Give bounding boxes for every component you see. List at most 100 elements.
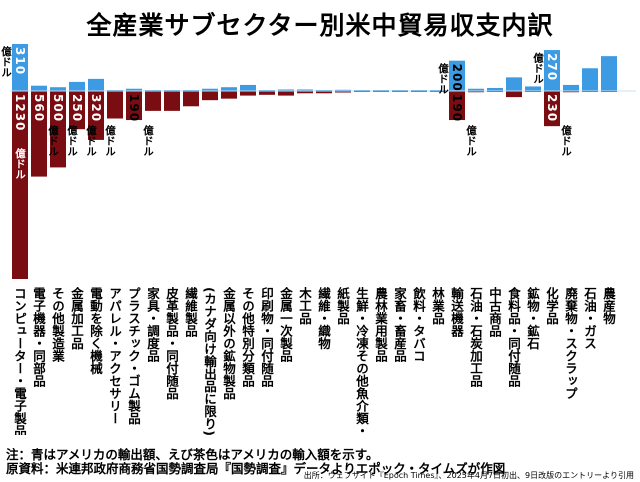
export-bar xyxy=(69,81,85,91)
category-label: その他製造業 xyxy=(50,287,65,362)
category-label: 鉱物・鉱石 xyxy=(525,287,540,350)
category-label: 家畜・畜産品 xyxy=(392,287,407,362)
category-label: 印刷物・同付随品 xyxy=(259,287,274,387)
import-bar xyxy=(88,91,104,140)
export-bar xyxy=(88,78,104,91)
export-bar xyxy=(221,87,237,91)
category-label: 食料品・同付随品 xyxy=(506,287,521,387)
import-bar xyxy=(107,91,123,119)
import-bar xyxy=(31,91,47,177)
data-label-value: 270 xyxy=(545,53,559,81)
export-bar xyxy=(202,88,218,91)
data-label-unit: 億ドル xyxy=(66,124,78,156)
category-label: 紙製品 xyxy=(335,287,350,325)
import-bar xyxy=(69,91,85,130)
credit-line: 出所：ウェブサイト『Epoch Times』、2025年4月7日初出、9日改版の… xyxy=(303,471,634,480)
data-label-unit: 億ドル xyxy=(104,124,116,156)
data-label-value: 250 xyxy=(70,94,84,122)
import-bar xyxy=(506,91,522,98)
import-bar xyxy=(12,91,28,279)
category-label: 家具・調度品 xyxy=(145,287,160,362)
category-label: 中古商品 xyxy=(487,287,502,337)
import-bar xyxy=(468,91,484,93)
data-label-unit: 億ドル xyxy=(142,124,154,156)
chart-note: 注：青はアメリカの輸出額、えび茶色はアメリカの輸入額を示す。 xyxy=(6,447,379,462)
category-label: 金属一次製品 xyxy=(278,287,293,362)
category-label: プラスチック・ゴム製品 xyxy=(126,287,141,425)
import-bar xyxy=(563,91,579,93)
data-label-unit: 億ドル xyxy=(437,62,449,94)
export-bar xyxy=(240,84,256,91)
import-bar xyxy=(202,91,218,101)
export-bar xyxy=(50,87,66,91)
data-label-unit: 億ドル xyxy=(47,124,59,156)
category-label: コンピューター・電子製品 xyxy=(12,287,27,435)
category-label: アパレル・アクセサリー xyxy=(107,287,122,425)
category-label: 廃棄物・スクラップ xyxy=(563,287,578,400)
import-bar xyxy=(297,91,313,94)
import-bar xyxy=(183,91,199,107)
import-bar xyxy=(221,91,237,99)
export-bar xyxy=(335,89,351,91)
category-label: 木工品 xyxy=(297,287,312,325)
data-label-unit: 億ドル xyxy=(0,45,12,77)
export-bar xyxy=(525,86,541,91)
export-bar xyxy=(506,77,522,91)
export-bar xyxy=(126,88,142,91)
category-label: 電子機器・同部品 xyxy=(31,287,46,387)
category-label: 生鮮・冷凍その他魚介類・海産物 xyxy=(354,287,369,435)
export-bar xyxy=(297,89,313,91)
source-line: 原資料：米連邦政府商務省国勢調査局『国勢調査』データよりエポック・タイムズが作図 xyxy=(6,461,506,476)
import-bar xyxy=(449,91,465,121)
category-label: 繊維・織物 xyxy=(316,287,331,350)
export-bar xyxy=(582,68,598,91)
category-label: 石油・ガス xyxy=(582,287,597,350)
data-label-value: 200 xyxy=(450,64,464,92)
category-label: 金属加工品 xyxy=(69,287,84,350)
import-bar xyxy=(316,91,332,94)
category-label: 金属以外の鉱物製品 xyxy=(221,287,236,400)
category-label: 化学品 xyxy=(544,287,559,325)
data-label-unit: 億ドル xyxy=(85,124,97,156)
category-label: 繊維製品 xyxy=(183,287,198,337)
export-bar xyxy=(544,50,560,91)
category-label: (カナダ向け輸出品に限り) 返品 xyxy=(202,287,217,435)
category-label: 石油・石炭加工品 xyxy=(468,287,483,387)
category-label: 農産物 xyxy=(601,287,616,325)
category-label: 電動を除く機械 xyxy=(88,287,103,375)
import-bar xyxy=(50,91,66,168)
data-label-value: 190 xyxy=(127,94,141,122)
import-bar xyxy=(240,91,256,96)
export-bar xyxy=(468,88,484,91)
import-bar xyxy=(335,91,351,93)
data-label-unit: 億ドル xyxy=(465,124,477,156)
import-bar xyxy=(126,91,142,121)
export-bar xyxy=(487,87,503,91)
data-label-value: 320 xyxy=(89,94,103,122)
export-bar xyxy=(278,89,294,91)
category-label: 農林業用製品 xyxy=(373,287,388,362)
data-label-value: 310 xyxy=(13,47,27,75)
data-label-value: 1230 xyxy=(13,94,27,131)
category-label: 飲料・タバコ xyxy=(411,287,426,362)
export-bar xyxy=(449,60,465,91)
category-label: 林業品 xyxy=(430,287,445,325)
import-bar xyxy=(145,91,161,111)
import-bar xyxy=(544,91,560,127)
category-label: 皮革製品・同付随品 xyxy=(164,287,179,400)
data-label-value: 230 xyxy=(545,94,559,122)
data-label-unit: 億ドル xyxy=(14,147,26,179)
import-bar xyxy=(164,91,180,111)
data-label-unit: 億ドル xyxy=(560,124,572,156)
export-bar xyxy=(12,44,28,91)
data-label-value: 500 xyxy=(51,94,65,122)
export-bar xyxy=(31,85,47,91)
data-label-value: 190 xyxy=(450,94,464,122)
data-label-unit: 億ドル xyxy=(532,51,544,83)
export-bar xyxy=(563,84,579,91)
import-bar xyxy=(278,91,294,96)
category-label: その他特別分類品 xyxy=(240,287,255,387)
category-label: 輸送機器 xyxy=(449,287,464,337)
data-label-value: 560 xyxy=(32,94,46,122)
